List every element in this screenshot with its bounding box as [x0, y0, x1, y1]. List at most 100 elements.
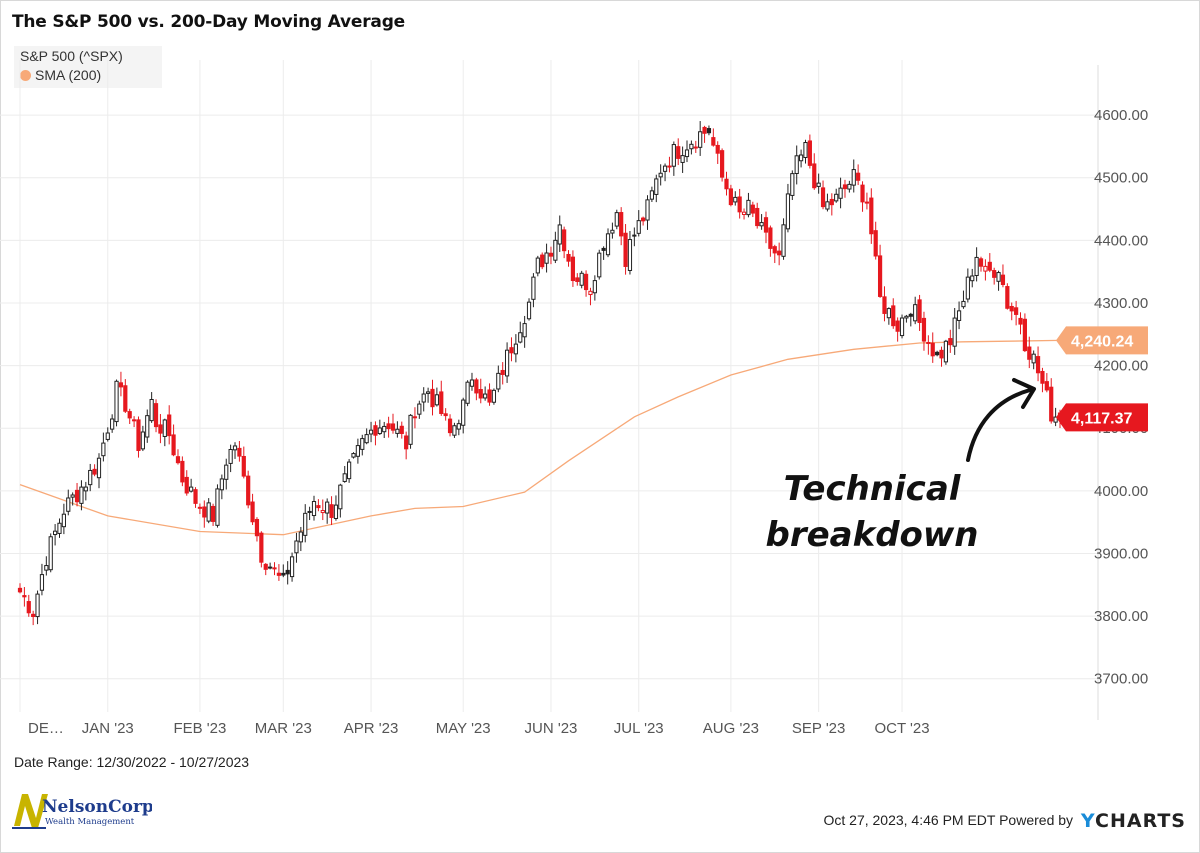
candle — [1044, 373, 1049, 393]
candle — [430, 379, 435, 416]
candle — [654, 174, 659, 203]
candle-body — [961, 300, 966, 308]
candle — [930, 332, 935, 363]
candle-body — [500, 369, 505, 375]
candle — [83, 481, 88, 501]
candle — [684, 140, 690, 163]
candle — [105, 427, 110, 442]
candle — [820, 180, 826, 210]
candle-body — [101, 442, 106, 457]
candle — [140, 425, 145, 452]
brand-rest: CHARTS — [1095, 810, 1186, 832]
candle-body — [869, 197, 874, 235]
candle-body — [820, 187, 826, 208]
candle — [259, 531, 264, 568]
candle — [237, 440, 242, 462]
y-tick-label: 4600.00 — [1094, 107, 1148, 124]
candle-body — [298, 531, 303, 543]
candle — [540, 252, 545, 270]
candle-body — [1044, 381, 1049, 391]
candle-body — [913, 304, 918, 322]
candle — [439, 380, 444, 416]
candle — [311, 495, 317, 521]
candle — [447, 414, 453, 437]
candle — [1009, 302, 1014, 321]
candle-body — [526, 301, 532, 320]
candle — [48, 533, 53, 573]
candle-body — [592, 280, 597, 294]
ycharts-logo-icon[interactable]: YCHARTS — [1080, 810, 1186, 832]
candle-body — [838, 187, 843, 199]
candle-body — [970, 275, 975, 282]
candle-body — [483, 393, 488, 399]
arrowhead-icon — [1012, 378, 1036, 409]
candle-body — [698, 131, 703, 148]
candle — [864, 192, 870, 210]
candle-body — [781, 224, 786, 257]
candle — [316, 499, 321, 512]
candle — [53, 524, 58, 546]
candle — [382, 421, 387, 439]
candle-body — [715, 144, 720, 154]
candle-body — [649, 190, 654, 200]
candle-body — [167, 414, 172, 437]
candle-body — [461, 399, 466, 426]
candle — [755, 202, 760, 229]
candle-body — [276, 572, 282, 576]
candle-body — [667, 165, 672, 168]
candle — [597, 249, 602, 280]
candle-body — [114, 380, 119, 423]
candle — [1035, 346, 1041, 382]
candle-body — [724, 178, 729, 190]
candle-body — [496, 372, 501, 390]
candle-body — [759, 222, 764, 227]
legend-item-spx[interactable]: S&P 500 (^SPX) — [20, 48, 123, 64]
candle — [377, 419, 382, 435]
candle — [575, 273, 580, 286]
candle-body — [320, 510, 325, 514]
candle-body — [382, 425, 387, 433]
candle — [605, 228, 611, 258]
candle — [35, 590, 40, 625]
candle-body — [443, 413, 448, 417]
candle — [1053, 407, 1058, 427]
candle — [834, 188, 839, 203]
candle — [347, 458, 352, 483]
candle-body — [61, 513, 66, 528]
candle-body — [373, 425, 378, 436]
legend-item-sma[interactable]: SMA (200) — [20, 67, 101, 83]
candle — [70, 492, 75, 506]
candle — [386, 416, 391, 438]
candle — [777, 242, 782, 266]
badge-spx: 4,117.37 — [1056, 403, 1148, 432]
candle — [948, 329, 953, 353]
candle-body — [847, 183, 852, 190]
candle-body — [636, 220, 641, 234]
candle-body — [548, 252, 554, 257]
candle-body — [153, 403, 159, 428]
candle-body — [935, 351, 940, 356]
candle-body — [610, 229, 615, 234]
candle-body — [162, 419, 167, 437]
candle — [715, 141, 720, 164]
legend-label-sma: SMA (200) — [35, 67, 102, 83]
candle — [978, 256, 984, 272]
candle — [895, 317, 900, 342]
candle — [232, 442, 238, 459]
candle — [956, 301, 962, 330]
candle-body — [39, 574, 45, 591]
candle-body — [31, 613, 36, 618]
candle-body — [570, 256, 576, 282]
candle-body — [956, 310, 962, 321]
candle-body — [1031, 353, 1036, 364]
candle — [886, 307, 891, 325]
candle — [131, 416, 137, 428]
candle — [812, 153, 817, 190]
candle — [57, 518, 62, 538]
candle — [158, 414, 163, 444]
candle-body — [619, 212, 624, 237]
candle-body — [311, 501, 317, 517]
candle — [662, 163, 668, 182]
candle-body — [88, 469, 93, 486]
candle-body — [145, 415, 150, 438]
